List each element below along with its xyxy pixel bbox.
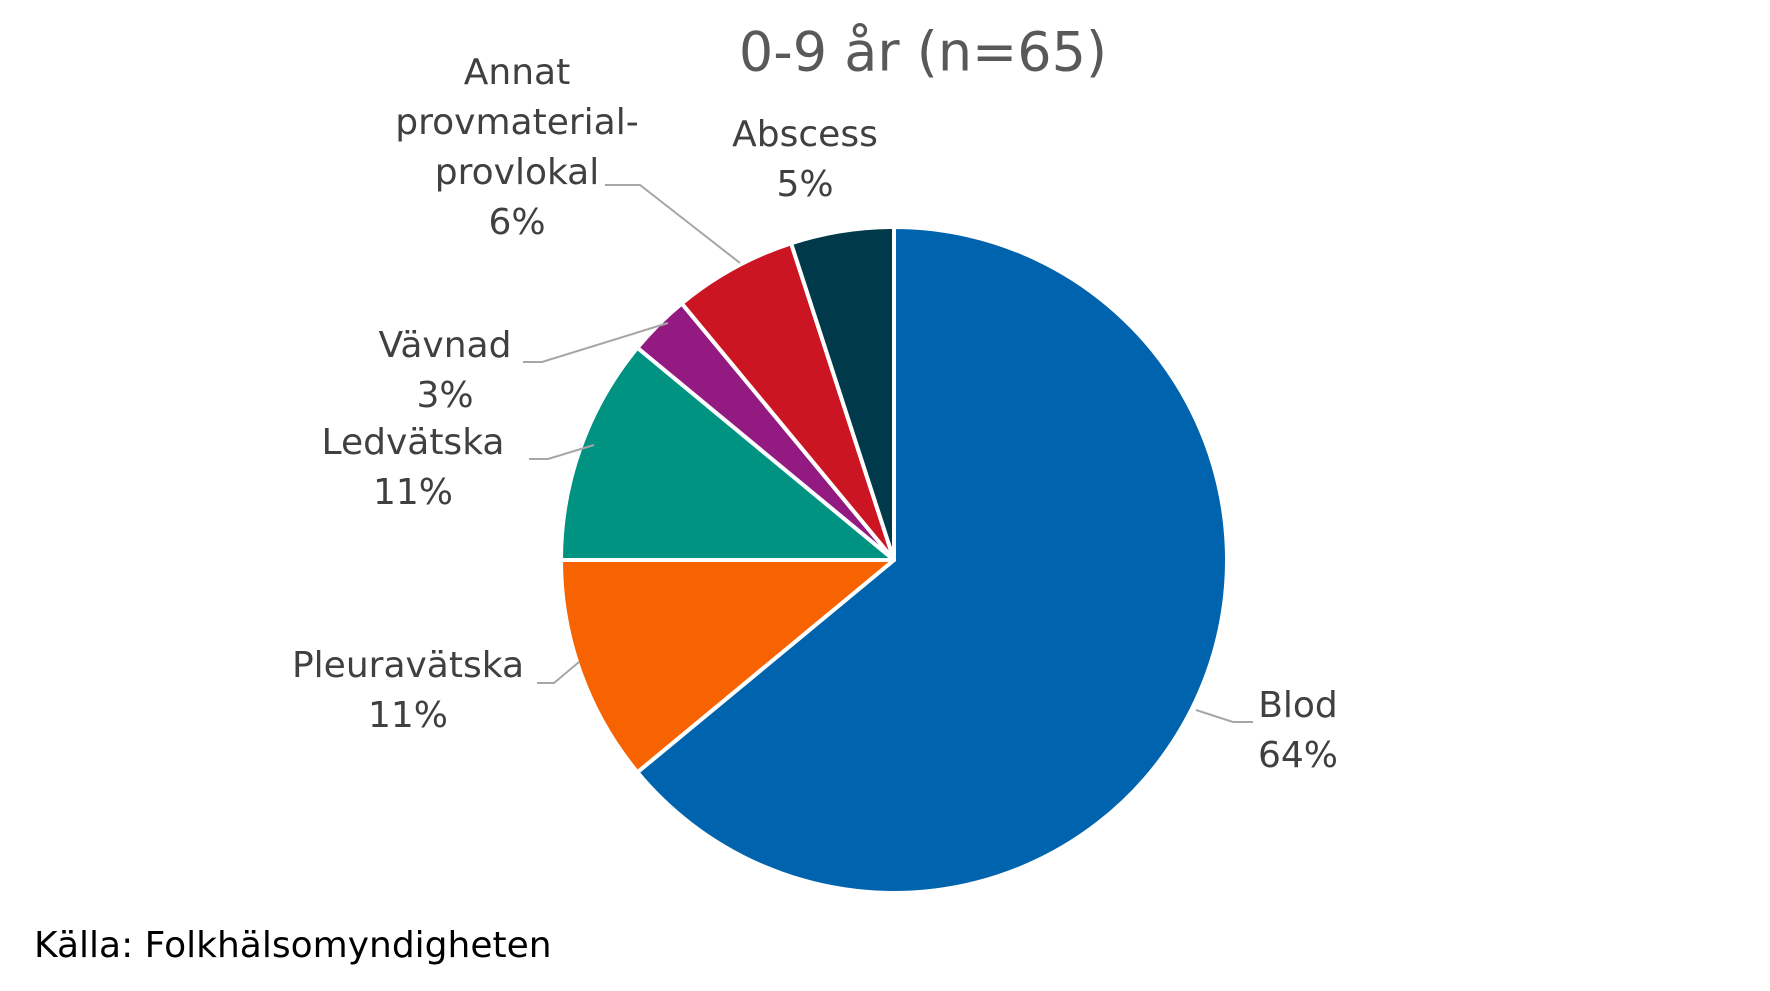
data-label: Abscess 5% — [695, 110, 915, 210]
pie-slice — [559, 345, 896, 562]
category-label: Annat provmaterial-provlokal — [395, 52, 639, 193]
data-label: Annat provmaterial-provlokal 6% — [386, 48, 648, 248]
category-label: Pleuravätska — [291, 645, 525, 686]
data-label: Ledvätska 11% — [283, 418, 543, 518]
value-label: 11% — [372, 472, 453, 513]
pie-slice — [679, 241, 896, 562]
category-label: Blod — [1258, 685, 1338, 726]
leader-line — [1195, 709, 1253, 723]
data-label: Pleuravätska 11% — [278, 641, 538, 741]
pie-slice — [559, 558, 896, 775]
pie-slice — [635, 225, 1229, 895]
pie-slice — [789, 225, 896, 562]
leader-line — [523, 322, 669, 363]
value-label: 6% — [488, 202, 546, 243]
value-label: 11% — [367, 695, 448, 736]
data-label: Vävnad 3% — [345, 321, 545, 421]
data-label: Blod 64% — [1198, 681, 1398, 781]
value-label: 64% — [1257, 735, 1338, 776]
category-label: Abscess — [732, 114, 878, 155]
leader-line — [537, 661, 580, 684]
source-note: Källa: Folkhälsomyndigheten — [34, 925, 552, 966]
value-label: 3% — [416, 375, 474, 416]
chart-title: 0-9 år (n=65) — [738, 20, 1108, 84]
leader-line — [605, 184, 741, 264]
value-label: 5% — [776, 164, 834, 205]
category-label: Vävnad — [378, 325, 512, 366]
category-label: Ledvätska — [321, 422, 505, 463]
leader-line — [529, 444, 595, 460]
